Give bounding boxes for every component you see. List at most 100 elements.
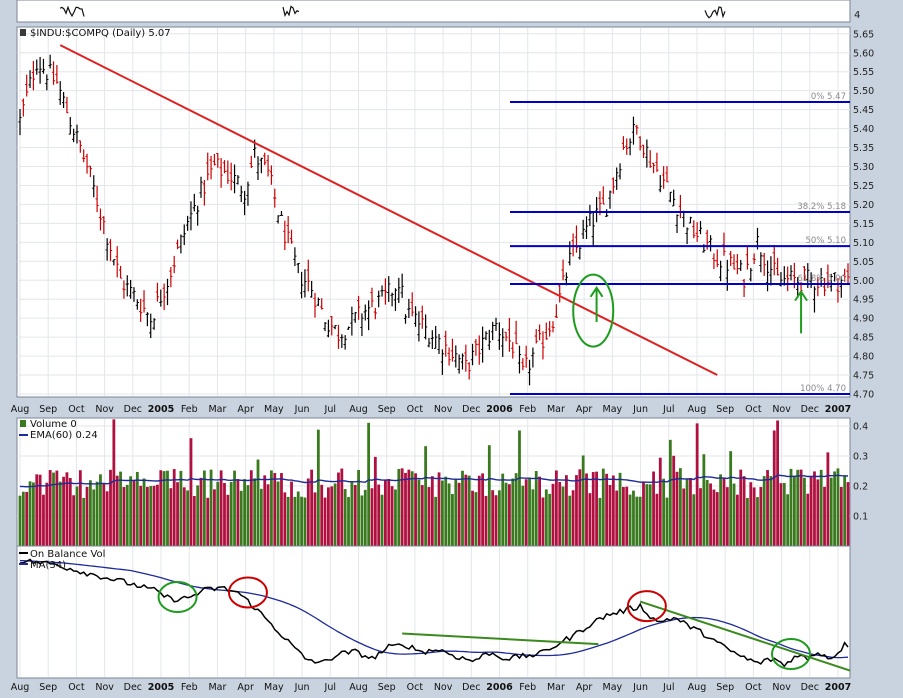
volume-bar (21, 491, 25, 546)
volume-bar (32, 482, 35, 546)
volume-bar (139, 485, 143, 546)
volume-bar (333, 483, 337, 546)
volume-bar (471, 490, 474, 546)
volume-bar (387, 479, 391, 546)
volume-bar (682, 488, 686, 546)
volume-bar (189, 438, 193, 546)
volume-bar (397, 468, 401, 546)
volume-bar (457, 482, 461, 546)
volume-bar (481, 473, 485, 546)
volume-bar (544, 489, 548, 546)
volume-bar (68, 477, 72, 546)
volume-bar (531, 489, 535, 546)
volume-legend: Volume 0 EMA(60) 0.24 (19, 419, 98, 441)
volume-bar (156, 484, 159, 546)
price-y-tick: 5.65 (853, 29, 874, 40)
fibonacci-label: 100% 4.70 (800, 384, 846, 394)
volume-bar (839, 486, 843, 546)
volume-bar (806, 493, 810, 546)
price-y-tick: 5.25 (853, 181, 874, 192)
volume-bar (759, 487, 763, 546)
volume-bar (541, 497, 545, 546)
x-tick-label: Aug (349, 682, 368, 693)
obv-line (19, 558, 849, 668)
volume-bar (310, 469, 314, 546)
volume-bar (176, 482, 179, 546)
volume-bar (521, 485, 525, 546)
volume-bar (518, 430, 521, 546)
volume-bar (357, 469, 360, 546)
x-axis-band-1 (0, 400, 903, 417)
volume-bar (145, 486, 149, 546)
volume-bar (789, 468, 793, 546)
x-tick-label: Feb (519, 682, 536, 693)
x-tick-label: Feb (519, 404, 536, 415)
x-tick-label: Aug (688, 404, 707, 415)
obv-trendline (402, 632, 599, 646)
volume-bar (300, 496, 303, 546)
volume-bar (48, 470, 52, 546)
price-y-tick: 4.85 (853, 333, 874, 344)
volume-bar (575, 475, 578, 546)
x-tick-label: Apr (237, 682, 254, 693)
ohlc-legend-icon (20, 29, 26, 36)
volume-bar (622, 487, 625, 546)
volume-bar (343, 489, 347, 546)
volume-bar (424, 446, 428, 546)
x-tick-label: Oct (407, 404, 424, 415)
volume-bar (819, 469, 823, 546)
volume-bar (843, 476, 847, 546)
x-tick-label: 2006 (486, 682, 513, 693)
volume-ema (19, 474, 849, 488)
x-tick-label: Sep (39, 682, 57, 693)
volume-bar (209, 469, 213, 546)
volume-bar (823, 486, 826, 546)
price-y-tick: 5.45 (853, 105, 874, 116)
x-tick-label: Sep (716, 404, 734, 415)
x-tick-label: Sep (716, 682, 734, 693)
x-tick-label: Dec (801, 404, 819, 415)
volume-bar (776, 420, 780, 546)
volume-bar (199, 477, 203, 546)
obv-panel (16, 545, 851, 679)
volume-bar (554, 470, 558, 546)
volume-bar (166, 470, 169, 546)
volume-bar (186, 490, 190, 546)
volume-bar (739, 469, 743, 546)
top-strip-series (59, 5, 726, 19)
volume-bar (588, 493, 592, 546)
obv-ma-line (19, 559, 849, 659)
fibonacci-label: 50% 5.10 (805, 236, 846, 246)
obv-annotations (157, 576, 850, 672)
volume-bar (558, 481, 562, 546)
volume-bar (742, 476, 746, 546)
price-annotations (59, 44, 850, 395)
volume-bar (410, 471, 414, 546)
volume-bar (323, 497, 327, 546)
volume-bar (192, 496, 196, 546)
volume-bar (746, 497, 749, 546)
volume-bar (581, 455, 585, 546)
volume-bar (159, 470, 163, 546)
x-tick-label: Aug (688, 682, 707, 693)
x-tick-label: Dec (462, 404, 480, 415)
volume-bar (62, 476, 65, 546)
volume-bar (263, 475, 267, 546)
volume-bar (229, 482, 233, 546)
x-tick-label: Oct (68, 404, 85, 415)
x-tick-label: Dec (801, 682, 819, 693)
volume-bar (434, 496, 438, 546)
obv-circle (626, 590, 667, 623)
volume-bar (645, 484, 649, 546)
volume-bar (534, 471, 538, 546)
volume-bar (491, 490, 495, 546)
volume-bar (484, 495, 488, 546)
top-strip-line (282, 5, 300, 18)
volume-bar (655, 493, 659, 546)
volume-bar (715, 492, 719, 546)
top-axis-label: 4 (854, 10, 860, 21)
volume-ema-line (19, 474, 849, 488)
volume-bar (732, 483, 736, 546)
top-strip-line (59, 5, 85, 18)
